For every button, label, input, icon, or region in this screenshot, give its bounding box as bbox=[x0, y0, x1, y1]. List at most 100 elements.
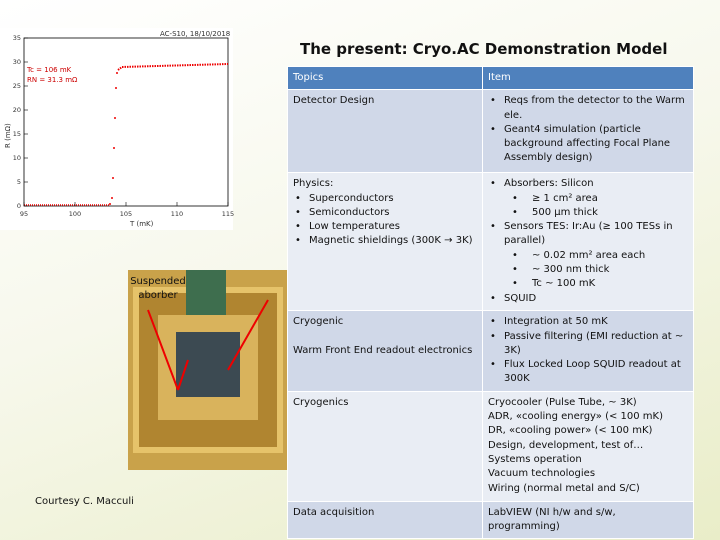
sub-bullet-text: ~ 300 nm thick bbox=[532, 264, 610, 276]
cell-line: Cryocooler (Pulse Tube, ~ 3K) bbox=[488, 396, 637, 408]
plot-image: AC-S10, 18/10/2018 Tc = 106 mK RN = 31.3… bbox=[0, 28, 234, 230]
slide-title: The present: Cryo.AC Demonstration Model bbox=[300, 40, 668, 58]
bullet: • Magnetic shieldings (300K → 3K) bbox=[293, 234, 477, 248]
header-cell: Topics bbox=[287, 65, 483, 91]
spacer bbox=[293, 330, 477, 344]
sub-bullet-text: ≥ 1 cm² area bbox=[532, 192, 598, 204]
bullet-mark: • bbox=[490, 178, 496, 190]
bullet-mark: • bbox=[512, 278, 518, 290]
cell-line: Wiring (normal metal and S/C) bbox=[488, 482, 640, 494]
sub-bullet-text: 500 µm thick bbox=[532, 206, 598, 218]
bullet-text: Geant4 simulation (particle background a… bbox=[504, 123, 671, 164]
bullet-text: Sensors TES: Ir:Au (≥ 100 TESs in parall… bbox=[504, 221, 673, 247]
bullet-mark: • bbox=[490, 123, 496, 135]
bullet-mark: • bbox=[295, 192, 301, 204]
plot-y-label: R (mΩ) bbox=[4, 123, 12, 148]
bullet-text: Semiconductors bbox=[309, 206, 390, 218]
x-tick-label: 115 bbox=[222, 210, 234, 218]
table-cell: • Integration at 50 mK • Passive filtering … bbox=[482, 310, 694, 392]
bullet: • Superconductors bbox=[293, 192, 477, 206]
x-tick-label: 95 bbox=[20, 210, 28, 218]
bullet-mark: • bbox=[512, 264, 518, 276]
cell-line: Detector Design bbox=[293, 95, 375, 107]
x-tick-label: 110 bbox=[171, 210, 183, 218]
x-tick-label: 105 bbox=[120, 210, 132, 218]
y-tick-label: 30 bbox=[13, 58, 21, 66]
y-tick-label: 35 bbox=[13, 34, 21, 42]
bullet-mark: • bbox=[295, 221, 301, 233]
y-tick-label: 5 bbox=[17, 178, 21, 186]
sub-bullet-text: Tc ~ 100 mK bbox=[532, 278, 596, 290]
photo-label: Suspended aborber bbox=[130, 276, 186, 301]
bullet-text: Magnetic shieldings (300K → 3K) bbox=[309, 235, 473, 247]
sub-bullet: • 500 µm thick bbox=[488, 206, 688, 220]
bullet-mark: • bbox=[295, 235, 301, 247]
bullet: • Semiconductors bbox=[293, 206, 477, 220]
plot-annotation: RN = 31.3 mΩ bbox=[27, 76, 78, 84]
bullet-text: Passive filtering (EMI reduction at ~ 3K… bbox=[504, 330, 684, 356]
bullet: • Geant4 simulation (particle background … bbox=[488, 123, 688, 166]
cell-line: Cryogenic bbox=[293, 316, 344, 328]
table-row: Data acquisition LabVIEW (NI h/w and s/w,… bbox=[287, 500, 694, 540]
bullet-mark: • bbox=[490, 95, 496, 107]
table-row: Cryogenic Warm Front End readout electron… bbox=[287, 310, 694, 392]
table-cell: Cryogenics bbox=[287, 390, 483, 502]
credit: Courtesy C. Macculi bbox=[35, 496, 134, 507]
y-tick-label: 20 bbox=[13, 106, 21, 114]
bullet: • Flux Locked Loop SQUID readout at 300K bbox=[488, 358, 688, 387]
bullet-text: Absorbers: Silicon bbox=[504, 178, 594, 190]
plot-x-label: T (mK) bbox=[129, 220, 154, 228]
bullet: • Sensors TES: Ir:Au (≥ 100 TESs in paral… bbox=[488, 220, 688, 249]
cell-line: Data acquisition bbox=[293, 506, 375, 518]
table-cell: • Reqs from the detector to the Warm ele.… bbox=[482, 89, 694, 174]
bullet-mark: • bbox=[512, 249, 518, 261]
plot-annotation: Tc = 106 mK bbox=[26, 66, 72, 74]
plot-header: AC-S10, 18/10/2018 bbox=[160, 30, 230, 38]
sub-bullet: • ≥ 1 cm² area bbox=[488, 192, 688, 206]
bullet-mark: • bbox=[490, 316, 496, 328]
bullet-mark: • bbox=[490, 292, 496, 304]
sub-bullet-text: ~ 0.02 mm² area each bbox=[532, 249, 646, 261]
cell-line: Design, development, test of… bbox=[488, 439, 644, 451]
y-tick-label: 15 bbox=[13, 130, 21, 138]
table-cell: Detector Design bbox=[287, 89, 483, 174]
table-cell: Cryogenic Warm Front End readout electron… bbox=[287, 310, 483, 392]
cell-line: Systems operation bbox=[488, 453, 582, 465]
cell-line: Physics: bbox=[293, 178, 334, 190]
bullet-mark: • bbox=[512, 206, 518, 218]
bullet-text: Superconductors bbox=[309, 192, 394, 204]
table-cell: Cryocooler (Pulse Tube, ~ 3K) ADR, «cooli… bbox=[482, 390, 694, 502]
bullet-mark: • bbox=[490, 221, 496, 233]
table-cell: Physics: • Superconductors • Semiconductors •… bbox=[287, 172, 483, 312]
table-row: Detector Design • Reqs from the detector t… bbox=[287, 89, 694, 174]
table-row: Cryogenics Cryocooler (Pulse Tube, ~ 3K) A… bbox=[287, 390, 694, 502]
bullet: • Absorbers: Silicon bbox=[488, 177, 688, 191]
bullet: • Low temperatures bbox=[293, 220, 477, 234]
y-tick-label: 0 bbox=[17, 202, 21, 210]
bullet-mark: • bbox=[490, 330, 496, 342]
bullet-text: Flux Locked Loop SQUID readout at 300K bbox=[504, 359, 681, 385]
table-cell: Data acquisition bbox=[287, 500, 483, 540]
x-tick-label: 100 bbox=[69, 210, 81, 218]
photo bbox=[128, 270, 288, 470]
y-tick-label: 10 bbox=[13, 154, 21, 162]
table-cell: • Absorbers: Silicon • ≥ 1 cm² area • 500 µm … bbox=[482, 172, 694, 312]
table-row: Physics: • Superconductors • Semiconductors •… bbox=[287, 172, 694, 312]
bullet-text: Reqs from the detector to the Warm ele. bbox=[504, 95, 685, 121]
table: Topics Item Detector Design • Reqs from the… bbox=[287, 65, 694, 540]
bullet-text: Low temperatures bbox=[309, 221, 400, 233]
bullet: • Passive filtering (EMI reduction at ~ 3… bbox=[488, 330, 688, 359]
cell-line: DR, «cooling power» (< 100 mK) bbox=[488, 425, 653, 437]
cell-line: Vacuum technologies bbox=[488, 468, 596, 480]
cell-line: LabVIEW (NI h/w and s/w, programming) bbox=[488, 506, 616, 533]
cell-line: Warm Front End readout electronics bbox=[293, 344, 473, 356]
y-tick-label: 25 bbox=[13, 82, 21, 90]
bullet: • Integration at 50 mK bbox=[488, 315, 688, 329]
sub-bullet: • ~ 0.02 mm² area each bbox=[488, 249, 688, 263]
bullet: • Reqs from the detector to the Warm ele. bbox=[488, 94, 688, 123]
sub-bullet: • ~ 300 nm thick bbox=[488, 263, 688, 277]
bullet-mark: • bbox=[512, 192, 518, 204]
cell-line: ADR, «cooling energy» (< 100 mK) bbox=[488, 411, 664, 423]
cell-line: Cryogenics bbox=[293, 396, 349, 408]
